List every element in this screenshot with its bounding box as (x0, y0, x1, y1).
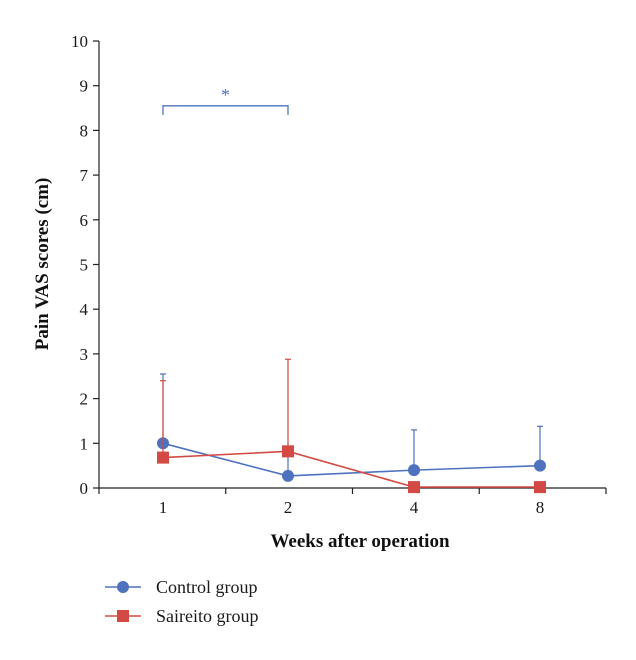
significance-marker: * (221, 85, 230, 105)
y-axis-title: Pain VAS scores (cm) (32, 178, 53, 351)
y-tick-label: 8 (80, 121, 89, 140)
significance-annotations: * (162, 85, 289, 115)
legend: Control group Saireito group (105, 577, 258, 626)
legend-label: Control group (156, 577, 258, 597)
y-tick-label: 0 (80, 479, 89, 498)
x-tick-label: 1 (159, 498, 168, 517)
data-point (157, 451, 169, 464)
y-tick-label: 10 (71, 32, 88, 51)
significance-bracket (162, 105, 289, 115)
series-line (162, 450, 540, 488)
y-tick-label: 6 (80, 211, 89, 230)
series-layer (157, 358, 546, 494)
y-tick-label: 5 (80, 256, 89, 275)
y-tick-label: 9 (80, 77, 89, 96)
x-tick-label: 8 (536, 498, 545, 517)
series-saireito (157, 358, 546, 494)
axes (98, 41, 606, 489)
legend-marker (117, 610, 129, 622)
legend-marker (117, 581, 129, 593)
x-tick-label: 4 (410, 498, 419, 517)
data-point (282, 445, 294, 458)
x-axis-title: Weeks after operation (270, 531, 449, 552)
data-point (408, 481, 420, 494)
data-point (282, 469, 294, 482)
series-control (157, 373, 546, 482)
x-axis-ticks: 1 2 4 8 (98, 488, 607, 517)
series-line (162, 442, 541, 477)
legend-label: Saireito group (156, 606, 258, 626)
y-tick-label: 3 (80, 345, 89, 364)
y-tick-label: 2 (80, 390, 89, 409)
x-tick-label: 2 (284, 498, 293, 517)
y-axis-ticks: 0 1 2 3 4 5 6 7 8 9 10 (71, 32, 99, 498)
y-tick-label: 7 (80, 166, 89, 185)
y-tick-label: 1 (80, 434, 89, 453)
data-point (534, 459, 546, 472)
legend-item: Control group (105, 577, 258, 597)
legend-item: Saireito group (105, 606, 258, 626)
data-point (408, 464, 420, 477)
data-point (534, 481, 546, 494)
y-tick-label: 4 (80, 300, 89, 319)
